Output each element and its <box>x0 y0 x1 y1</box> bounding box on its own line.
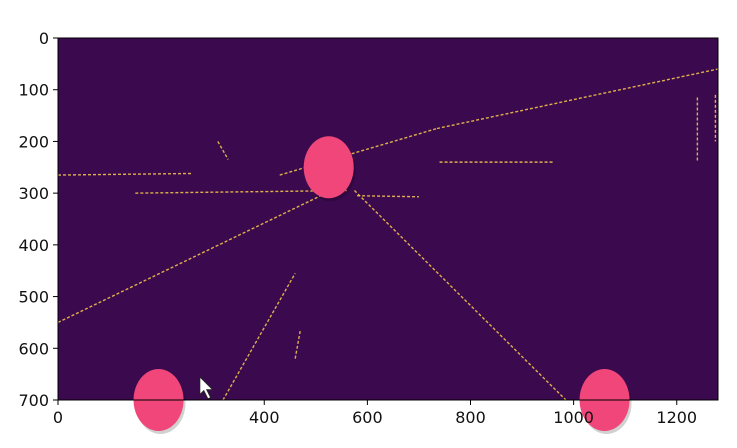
x-tick-label: 800 <box>455 408 486 427</box>
y-axis: 0 100 200 300 400 500 600 700 <box>18 29 58 410</box>
y-tick-label: 200 <box>18 132 49 151</box>
x-tick-label: 0 <box>53 408 63 427</box>
y-tick-label: 600 <box>18 339 49 358</box>
x-tick-label: 1000 <box>553 408 594 427</box>
point-marker <box>303 136 354 199</box>
x-tick-label: 400 <box>249 408 280 427</box>
edge-segment <box>217 141 229 160</box>
y-tick-label: 400 <box>18 236 49 255</box>
y-tick-label: 300 <box>18 184 49 203</box>
y-tick-label: 0 <box>39 29 49 48</box>
mouse-cursor <box>199 375 215 400</box>
y-tick-label: 700 <box>18 391 49 410</box>
x-tick-label: 600 <box>352 408 383 427</box>
y-tick-label: 100 <box>18 81 49 100</box>
edge-segment <box>357 195 419 198</box>
image-area <box>58 38 718 400</box>
plot-frame <box>57 37 719 401</box>
edge-segment <box>436 68 719 130</box>
edge-segment <box>222 272 296 401</box>
x-axis: 0 400 600 800 1000 1200 <box>53 400 697 427</box>
cursor-arrow-icon <box>199 375 215 400</box>
edge-segment <box>353 190 567 401</box>
edge-segment <box>135 189 347 194</box>
edge-segment <box>57 172 193 176</box>
y-tick-label: 500 <box>18 288 49 307</box>
x-tick-label: 1200 <box>656 408 697 427</box>
